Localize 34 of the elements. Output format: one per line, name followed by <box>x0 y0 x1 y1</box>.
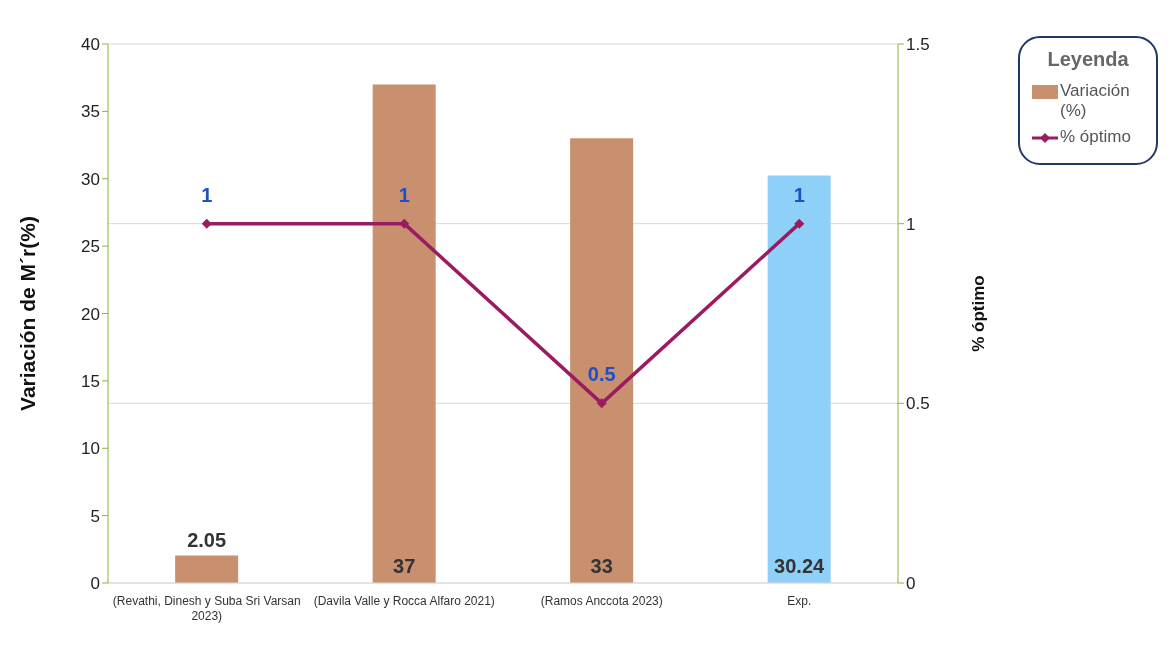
data-label: 2.05 <box>187 529 227 552</box>
y2-axis-title: % óptimo <box>969 275 989 352</box>
bar <box>175 555 239 583</box>
data-label: 1 <box>793 183 805 206</box>
y-axis-title: Variación de M´r(%) <box>16 216 40 411</box>
x-tick-label: (Ramos Anccota 2023) <box>540 594 663 608</box>
y2-tick-label: 0.5 <box>906 394 930 414</box>
x-tick-label: Exp. <box>787 594 812 608</box>
y-tick-label: 0 <box>90 574 100 594</box>
data-label: 30.24 <box>774 555 826 577</box>
legend-label: Variación (%) <box>1060 81 1131 121</box>
bar <box>767 175 831 583</box>
x-tick-label: (Davila Valle y Rocca Alfaro 2021) <box>313 594 495 608</box>
legend-label: % óptimo <box>1060 127 1131 147</box>
data-label: 1 <box>201 183 213 206</box>
y-tick-label: 10 <box>81 439 100 459</box>
y-tick-label: 15 <box>81 371 100 391</box>
x-tick-label: (Revathi, Dinesh y Suba Sri Varsan 2023) <box>112 594 301 623</box>
y-tick-label: 5 <box>90 506 100 526</box>
data-label: 37 <box>393 555 416 577</box>
y-tick-label: 40 <box>81 35 100 55</box>
y-tick-label: 35 <box>81 102 100 122</box>
y-tick-label: 25 <box>81 237 100 257</box>
y2-tick-label: 1 <box>906 214 916 234</box>
y-tick-label: 20 <box>81 304 100 324</box>
y2-tick-label: 0 <box>906 574 916 594</box>
data-label: 33 <box>590 555 613 577</box>
y2-tick-label: 1.5 <box>906 35 930 55</box>
data-label: 0.5 <box>587 363 616 386</box>
bar <box>570 138 634 583</box>
data-label: 1 <box>398 183 410 206</box>
y-tick-label: 30 <box>81 169 100 189</box>
legend-title: Leyenda <box>1046 48 1130 71</box>
bar <box>372 84 436 583</box>
